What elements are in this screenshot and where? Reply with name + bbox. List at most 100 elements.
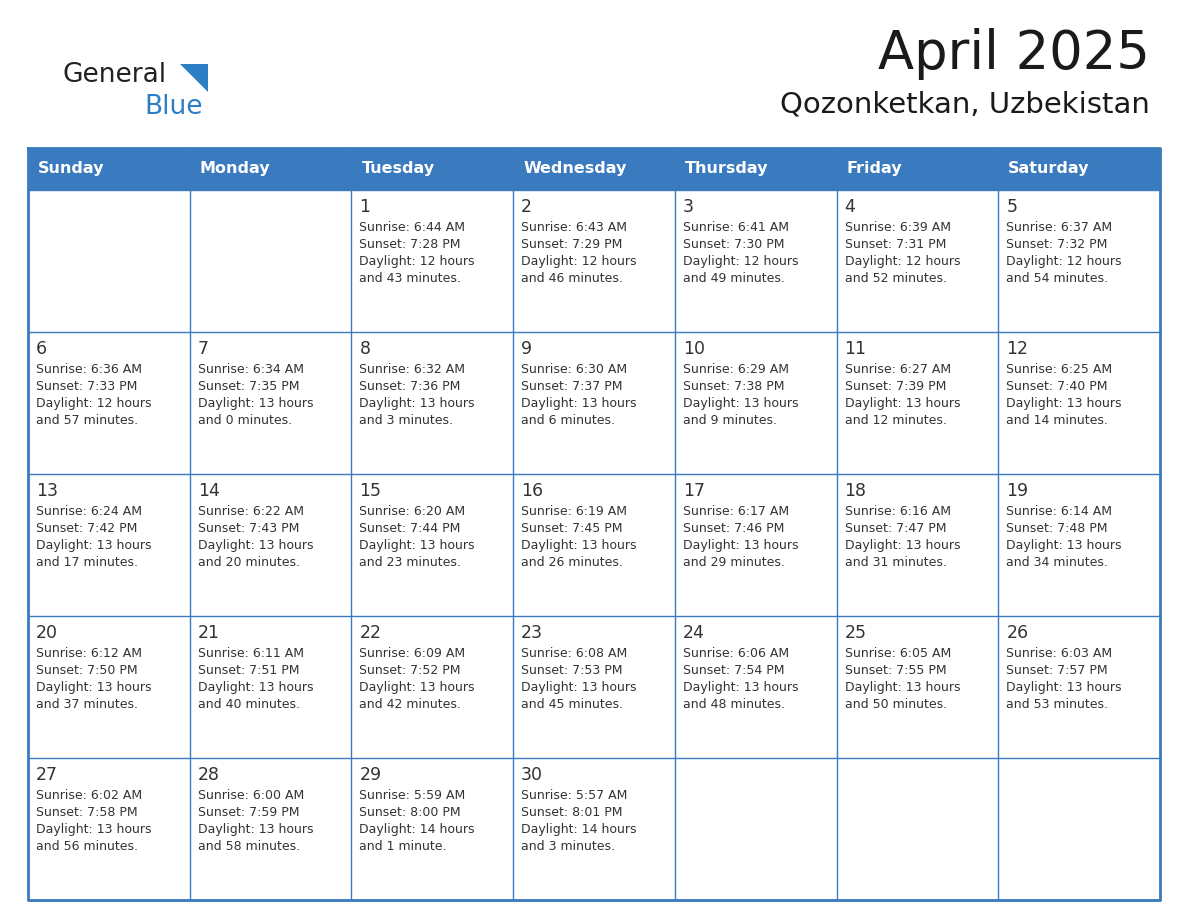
Bar <box>836 148 998 190</box>
Bar <box>675 474 836 616</box>
Text: Sunrise: 6:06 AM: Sunrise: 6:06 AM <box>683 647 789 660</box>
Text: Sunset: 7:53 PM: Sunset: 7:53 PM <box>522 664 623 677</box>
Text: Sunrise: 6:19 AM: Sunrise: 6:19 AM <box>522 505 627 518</box>
Text: 17: 17 <box>683 482 704 500</box>
Bar <box>190 190 352 332</box>
Bar <box>836 758 998 900</box>
Bar <box>998 190 1159 332</box>
Text: Sunrise: 6:41 AM: Sunrise: 6:41 AM <box>683 221 789 234</box>
Text: Sunrise: 6:25 AM: Sunrise: 6:25 AM <box>1006 363 1112 376</box>
Bar <box>675 190 836 332</box>
Bar <box>352 148 513 190</box>
Bar <box>190 616 352 758</box>
Text: Daylight: 13 hours: Daylight: 13 hours <box>197 539 314 552</box>
Text: and 6 minutes.: and 6 minutes. <box>522 414 615 427</box>
Text: Sunset: 7:55 PM: Sunset: 7:55 PM <box>845 664 946 677</box>
Text: Sunset: 7:39 PM: Sunset: 7:39 PM <box>845 380 946 393</box>
Text: April 2025: April 2025 <box>878 28 1150 80</box>
Text: Sunrise: 5:59 AM: Sunrise: 5:59 AM <box>360 789 466 802</box>
Bar <box>352 616 513 758</box>
Text: Sunrise: 6:39 AM: Sunrise: 6:39 AM <box>845 221 950 234</box>
Bar <box>352 474 513 616</box>
Text: 29: 29 <box>360 766 381 784</box>
Text: Daylight: 13 hours: Daylight: 13 hours <box>36 681 152 694</box>
Text: and 50 minutes.: and 50 minutes. <box>845 698 947 711</box>
Bar <box>675 332 836 474</box>
Text: 14: 14 <box>197 482 220 500</box>
Text: 8: 8 <box>360 340 371 358</box>
Text: Daylight: 13 hours: Daylight: 13 hours <box>360 539 475 552</box>
Text: and 20 minutes.: and 20 minutes. <box>197 556 299 569</box>
Bar <box>29 474 190 616</box>
Text: Daylight: 12 hours: Daylight: 12 hours <box>845 255 960 268</box>
Text: Daylight: 13 hours: Daylight: 13 hours <box>36 539 152 552</box>
Text: and 12 minutes.: and 12 minutes. <box>845 414 947 427</box>
Text: Daylight: 13 hours: Daylight: 13 hours <box>522 539 637 552</box>
Text: and 9 minutes.: and 9 minutes. <box>683 414 777 427</box>
Text: Sunset: 7:54 PM: Sunset: 7:54 PM <box>683 664 784 677</box>
Text: Sunday: Sunday <box>38 162 105 176</box>
Text: Sunset: 7:29 PM: Sunset: 7:29 PM <box>522 238 623 251</box>
Text: Sunrise: 6:17 AM: Sunrise: 6:17 AM <box>683 505 789 518</box>
Text: Sunset: 7:51 PM: Sunset: 7:51 PM <box>197 664 299 677</box>
Text: 6: 6 <box>36 340 48 358</box>
Text: Wednesday: Wednesday <box>523 162 626 176</box>
Bar <box>29 190 190 332</box>
Text: and 34 minutes.: and 34 minutes. <box>1006 556 1108 569</box>
Bar <box>513 474 675 616</box>
Text: and 0 minutes.: and 0 minutes. <box>197 414 292 427</box>
Text: and 3 minutes.: and 3 minutes. <box>522 840 615 853</box>
Text: and 1 minute.: and 1 minute. <box>360 840 447 853</box>
Text: and 23 minutes.: and 23 minutes. <box>360 556 461 569</box>
Text: Sunset: 7:45 PM: Sunset: 7:45 PM <box>522 522 623 535</box>
Text: 18: 18 <box>845 482 866 500</box>
Bar <box>836 190 998 332</box>
Text: 21: 21 <box>197 624 220 642</box>
Text: and 57 minutes.: and 57 minutes. <box>36 414 138 427</box>
Bar <box>352 332 513 474</box>
Text: Saturday: Saturday <box>1009 162 1089 176</box>
Bar <box>998 616 1159 758</box>
Text: Daylight: 13 hours: Daylight: 13 hours <box>197 823 314 836</box>
Text: Sunrise: 6:37 AM: Sunrise: 6:37 AM <box>1006 221 1112 234</box>
Text: Sunset: 7:47 PM: Sunset: 7:47 PM <box>845 522 946 535</box>
Bar <box>675 758 836 900</box>
Text: Sunset: 8:00 PM: Sunset: 8:00 PM <box>360 806 461 819</box>
Bar <box>836 474 998 616</box>
Bar <box>29 332 190 474</box>
Text: and 37 minutes.: and 37 minutes. <box>36 698 138 711</box>
Text: and 46 minutes.: and 46 minutes. <box>522 272 623 285</box>
Text: Daylight: 14 hours: Daylight: 14 hours <box>360 823 475 836</box>
Text: Monday: Monday <box>200 162 271 176</box>
Text: 24: 24 <box>683 624 704 642</box>
Text: and 31 minutes.: and 31 minutes. <box>845 556 947 569</box>
Text: Sunset: 8:01 PM: Sunset: 8:01 PM <box>522 806 623 819</box>
Text: Sunrise: 6:29 AM: Sunrise: 6:29 AM <box>683 363 789 376</box>
Bar <box>675 616 836 758</box>
Text: Daylight: 13 hours: Daylight: 13 hours <box>845 539 960 552</box>
Text: Daylight: 14 hours: Daylight: 14 hours <box>522 823 637 836</box>
Text: 27: 27 <box>36 766 58 784</box>
Text: Sunrise: 6:03 AM: Sunrise: 6:03 AM <box>1006 647 1112 660</box>
Text: 25: 25 <box>845 624 866 642</box>
Text: and 56 minutes.: and 56 minutes. <box>36 840 138 853</box>
Text: Sunset: 7:44 PM: Sunset: 7:44 PM <box>360 522 461 535</box>
Text: Sunset: 7:48 PM: Sunset: 7:48 PM <box>1006 522 1107 535</box>
Text: and 54 minutes.: and 54 minutes. <box>1006 272 1108 285</box>
Text: Blue: Blue <box>144 94 202 120</box>
Text: Sunset: 7:36 PM: Sunset: 7:36 PM <box>360 380 461 393</box>
Text: Daylight: 12 hours: Daylight: 12 hours <box>683 255 798 268</box>
Text: Daylight: 13 hours: Daylight: 13 hours <box>522 681 637 694</box>
Text: 26: 26 <box>1006 624 1029 642</box>
Text: and 42 minutes.: and 42 minutes. <box>360 698 461 711</box>
Text: 5: 5 <box>1006 198 1017 216</box>
Text: and 45 minutes.: and 45 minutes. <box>522 698 624 711</box>
Text: and 49 minutes.: and 49 minutes. <box>683 272 785 285</box>
Text: 22: 22 <box>360 624 381 642</box>
Text: Daylight: 13 hours: Daylight: 13 hours <box>360 397 475 410</box>
Text: Sunset: 7:38 PM: Sunset: 7:38 PM <box>683 380 784 393</box>
Bar <box>190 332 352 474</box>
Text: 1: 1 <box>360 198 371 216</box>
Bar <box>352 758 513 900</box>
Bar <box>190 474 352 616</box>
